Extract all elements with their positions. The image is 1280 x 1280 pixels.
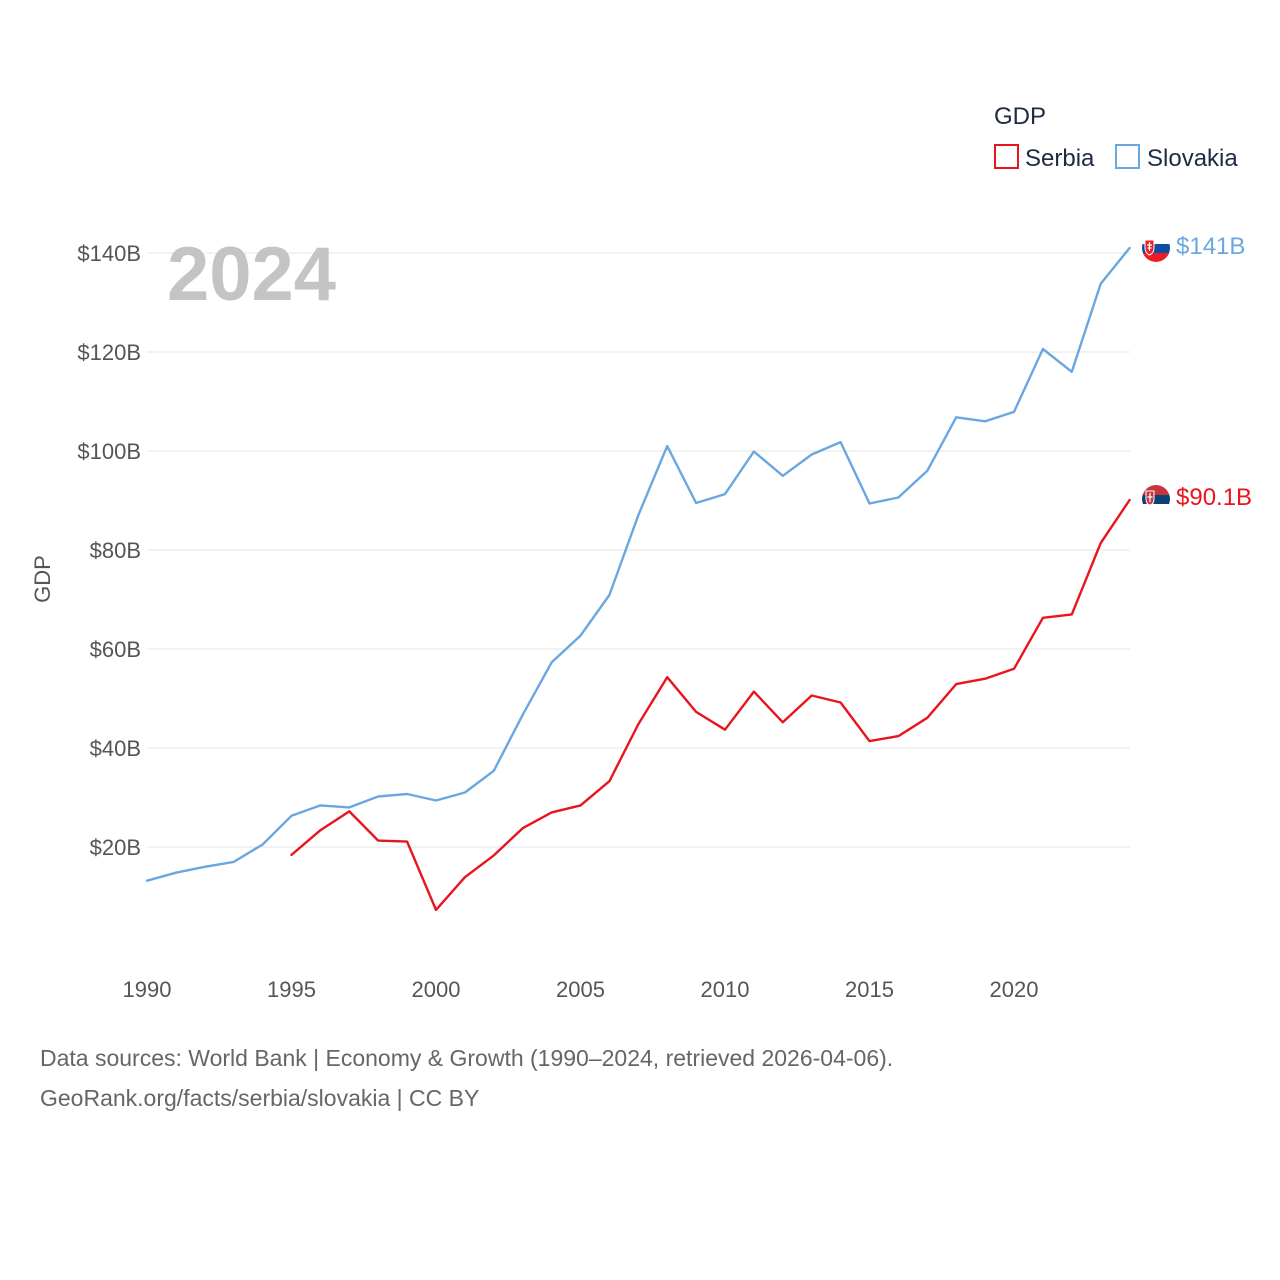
- legend: GDP Serbia Slovakia: [994, 103, 1238, 172]
- y-axis-title: GDP: [30, 555, 55, 603]
- x-tick-label: 2010: [701, 977, 750, 1002]
- y-tick-label: $120B: [77, 340, 141, 365]
- year-watermark: 2024: [167, 232, 336, 317]
- series-lines: [145, 246, 1131, 912]
- y-axis-ticks: $20B $40B $60B $80B $100B $120B $140B: [77, 241, 141, 860]
- slovakia-flag-icon: [1142, 234, 1170, 262]
- x-tick-label: 1995: [267, 977, 316, 1002]
- y-tick-label: $80B: [90, 538, 141, 563]
- series-line-serbia[interactable]: [290, 498, 1131, 912]
- legend-swatch-slovakia[interactable]: [1115, 144, 1140, 169]
- legend-title: GDP: [994, 103, 1046, 130]
- footer-attribution-line: GeoRank.org/facts/serbia/slovakia | CC B…: [40, 1085, 480, 1111]
- x-tick-label: 2000: [412, 977, 461, 1002]
- serbia-flag-icon: [1142, 485, 1170, 513]
- legend-label-serbia[interactable]: Serbia: [1025, 145, 1095, 172]
- y-tick-label: $20B: [90, 835, 141, 860]
- x-tick-label: 2005: [556, 977, 605, 1002]
- x-axis-ticks: 1990 1995 2000 2005 2010 2015 2020: [123, 977, 1039, 1002]
- y-tick-label: $60B: [90, 637, 141, 662]
- series-line-slovakia[interactable]: [145, 246, 1131, 882]
- y-tick-label: $140B: [77, 241, 141, 266]
- legend-label-slovakia[interactable]: Slovakia: [1147, 145, 1238, 172]
- y-tick-label: $100B: [77, 439, 141, 464]
- serbia-end-label: $90.1B: [1176, 484, 1252, 511]
- x-tick-label: 2020: [990, 977, 1039, 1002]
- footer-source-line: Data sources: World Bank | Economy & Gro…: [40, 1045, 894, 1071]
- gridlines: [147, 252, 1130, 848]
- slovakia-end-label: $141B: [1176, 233, 1245, 260]
- y-tick-label: $40B: [90, 736, 141, 761]
- legend-swatch-serbia[interactable]: [994, 144, 1019, 169]
- x-tick-label: 2015: [845, 977, 894, 1002]
- x-tick-label: 1990: [123, 977, 172, 1002]
